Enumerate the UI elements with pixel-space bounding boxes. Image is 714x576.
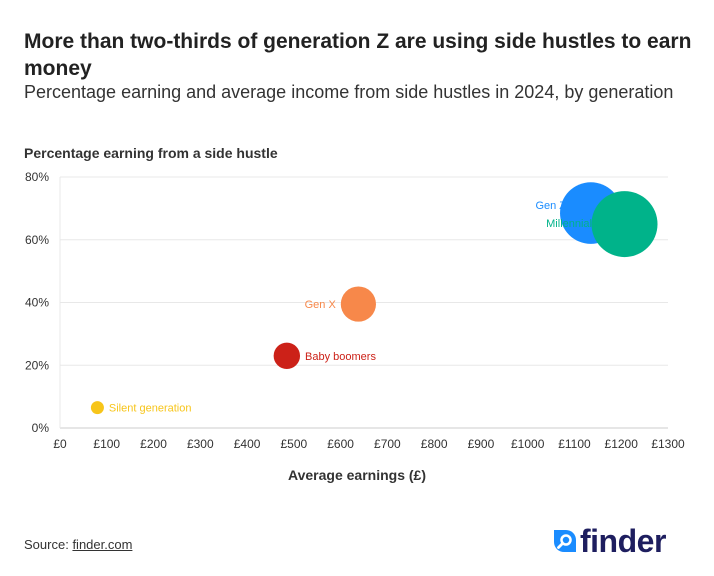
data-label: Gen X — [305, 299, 337, 311]
y-tick-label: 20% — [25, 358, 49, 372]
x-tick-label: £300 — [187, 437, 214, 451]
y-tick-label: 60% — [25, 233, 49, 247]
scatter-chart: 0% 20% 40% 60% 80% £0 £100 £200 £300 £400 £500 £600… — [25, 170, 685, 451]
data-label: Baby boomers — [305, 351, 376, 363]
logo-text: finder — [580, 522, 666, 559]
x-tick-label: £700 — [374, 437, 401, 451]
data-label: Gen Z — [535, 200, 566, 212]
x-tick-label: £200 — [140, 437, 167, 451]
source-label: Source: — [24, 537, 69, 552]
y-axis-label: Percentage earning from a side hustle — [24, 145, 278, 161]
source-note: Source: finder.com — [24, 537, 132, 552]
x-tick-label: £1100 — [558, 437, 591, 451]
x-tick-label: £400 — [234, 437, 261, 451]
y-tick-label: 0% — [32, 421, 50, 435]
x-tick-label: £900 — [468, 437, 495, 451]
y-tick-label: 80% — [25, 170, 49, 184]
x-tick-label: £600 — [327, 437, 354, 451]
data-point — [591, 191, 658, 258]
y-tick-label: 40% — [25, 296, 49, 310]
x-tick-label: £1200 — [605, 437, 639, 451]
x-tick-label: £500 — [280, 437, 307, 451]
source-link[interactable]: finder.com — [72, 537, 133, 552]
x-tick-label: £1000 — [511, 437, 545, 451]
chart-title: More than two-thirds of generation Z are… — [24, 30, 692, 80]
data-point — [90, 401, 104, 415]
search-icon — [554, 530, 576, 552]
x-tick-label: £100 — [93, 437, 120, 451]
chart-subtitle: Percentage earning and average income fr… — [24, 82, 674, 102]
data-label: Millennials — [546, 218, 598, 230]
x-tick-label: £800 — [421, 437, 448, 451]
data-label: Silent generation — [109, 403, 192, 415]
data-point — [340, 286, 376, 322]
finder-logo: finder — [552, 521, 666, 561]
data-point — [273, 342, 301, 370]
x-tick-label: £0 — [53, 437, 67, 451]
x-tick-label: £1300 — [651, 437, 685, 451]
x-axis-label: Average earnings (£) — [288, 467, 426, 483]
